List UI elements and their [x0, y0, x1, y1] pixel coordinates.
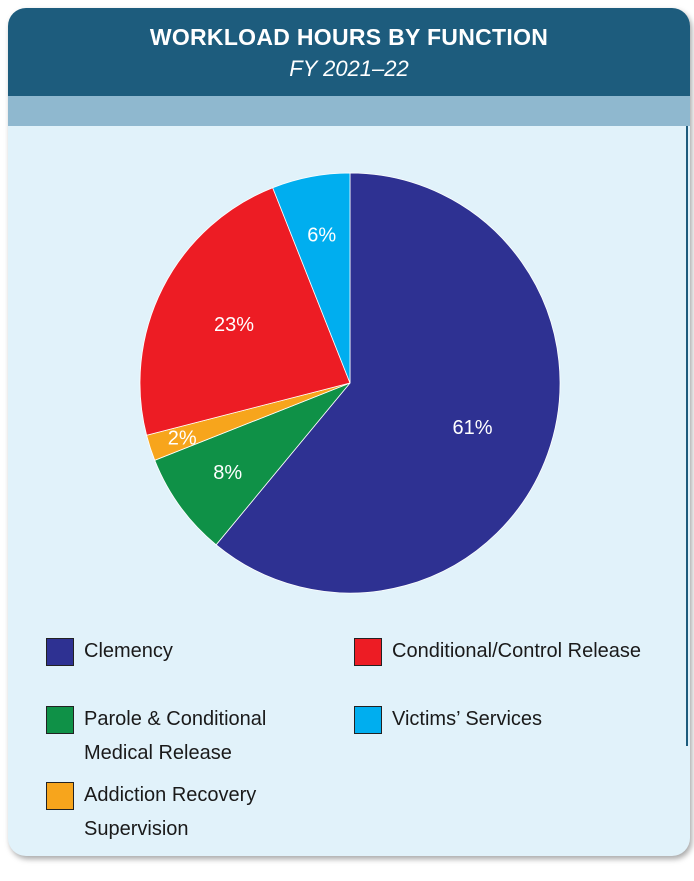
- chart-card: WORKLOAD HOURS BY FUNCTION FY 2021–22 61…: [8, 8, 690, 856]
- legend-swatch: [354, 638, 382, 666]
- legend-label: Victims’ Services: [392, 708, 543, 730]
- pie-slice-victims-services: [272, 172, 351, 384]
- pie-slice-conditional-control-release: [139, 187, 351, 436]
- pie-slice-label: 6%: [307, 224, 336, 246]
- pie-slice-label: 61%: [452, 417, 492, 439]
- chart-title: WORKLOAD HOURS BY FUNCTION: [149, 24, 549, 50]
- legend-item-addiction-recovery-supervision: Addiction Recovery Supervision: [46, 782, 256, 846]
- pie-slice-label: 23%: [214, 314, 254, 336]
- pie-slice-label: 8%: [213, 462, 242, 484]
- legend-item-victims-services: Victims’ Services: [354, 706, 542, 736]
- legend-swatch: [46, 706, 74, 734]
- legend-item-conditional-control-release: Conditional/Control Release: [354, 638, 641, 668]
- pie-slice-label: 2%: [168, 428, 197, 450]
- legend-label: Conditional/Control Release: [392, 640, 642, 662]
- legend-swatch: [46, 782, 74, 810]
- legend-item-clemency: Clemency: [46, 638, 173, 668]
- chart-header: WORKLOAD HOURS BY FUNCTION FY 2021–22: [8, 8, 690, 96]
- legend-label: Addiction Recovery Supervision: [84, 784, 257, 840]
- legend-label: Parole & Conditional Medical Release: [84, 708, 267, 764]
- pie-slice-clemency: [215, 172, 561, 594]
- chart-subtitle: FY 2021–22: [289, 56, 409, 81]
- legend-swatch: [46, 638, 74, 666]
- pie-slice-parole-conditional-medical-release: [154, 382, 351, 546]
- legend-swatch: [354, 706, 382, 734]
- legend-label: Clemency: [84, 640, 173, 662]
- legend-item-parole-conditional-medical-release: Parole & Conditional Medical Release: [46, 706, 266, 770]
- header-band: [8, 96, 690, 126]
- card-edge-line: [686, 126, 688, 746]
- pie-chart: 61% 8% 2% 23% 6%: [139, 172, 561, 594]
